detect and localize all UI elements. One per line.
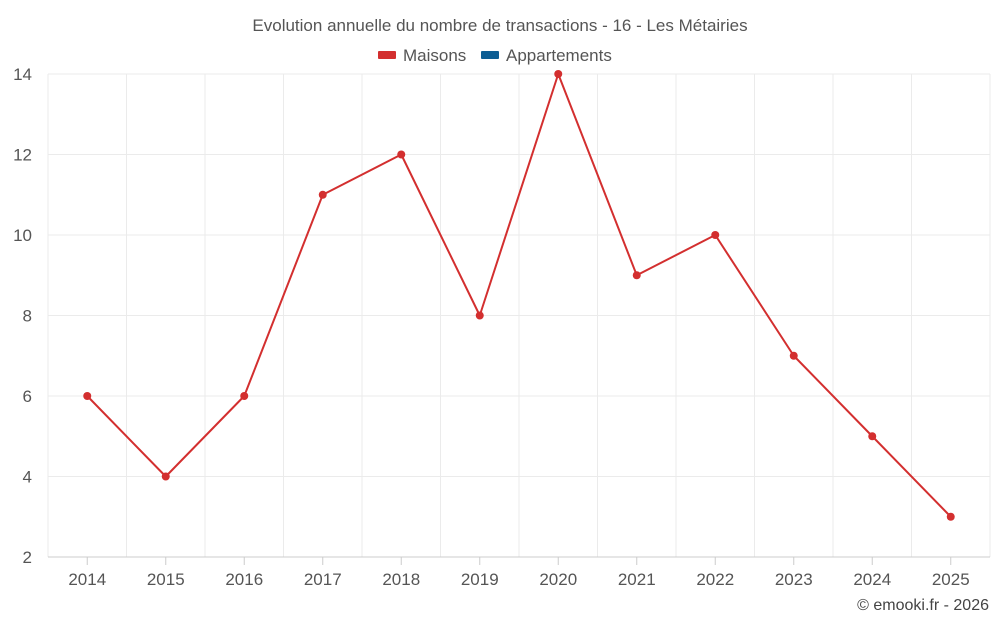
- x-tick-label: 2017: [304, 570, 342, 589]
- data-point[interactable]: [240, 392, 249, 400]
- y-tick-label: 6: [23, 387, 32, 406]
- y-tick-label: 10: [13, 226, 32, 245]
- series-maisons: [83, 70, 955, 521]
- grid: [47, 73, 991, 557]
- data-point[interactable]: [946, 512, 955, 521]
- data-point[interactable]: [475, 311, 484, 320]
- x-tick-label: 2016: [225, 570, 263, 589]
- credit-text: © emooki.fr - 2026: [857, 597, 989, 614]
- x-tick-label: 2015: [147, 570, 185, 589]
- legend-item-appartements[interactable]: Appartements: [481, 46, 612, 65]
- chart-title: Evolution annuelle du nombre de transact…: [252, 16, 747, 35]
- data-point[interactable]: [397, 150, 406, 159]
- x-axis-ticks: 2014 2015 2016 2017 2018 2019 2020 2021 2022 2023…: [68, 557, 970, 589]
- data-point[interactable]: [711, 231, 720, 239]
- y-tick-label: 2: [23, 548, 32, 567]
- x-tick-label: 2019: [461, 570, 499, 589]
- x-tick-label: 2024: [853, 570, 891, 589]
- x-tick-label: 2023: [775, 570, 813, 589]
- x-tick-label: 2014: [68, 570, 106, 589]
- y-tick-label: 12: [13, 146, 32, 165]
- legend-label-maisons: Maisons: [403, 46, 466, 65]
- data-point[interactable]: [632, 271, 641, 280]
- legend-swatch-appartements: [481, 51, 499, 59]
- data-point[interactable]: [318, 190, 327, 199]
- y-axis-ticks: 2 4 6 8 10 12 14: [13, 65, 32, 567]
- x-tick-label: 2020: [539, 570, 577, 589]
- data-point[interactable]: [868, 432, 877, 441]
- data-point[interactable]: [789, 351, 798, 360]
- series-line-maisons: [86, 73, 952, 518]
- legend-label-appartements: Appartements: [506, 46, 612, 65]
- x-tick-label: 2025: [932, 570, 970, 589]
- y-tick-label: 4: [23, 468, 32, 487]
- x-tick-label: 2018: [382, 570, 420, 589]
- data-point[interactable]: [554, 70, 563, 78]
- legend-item-maisons[interactable]: Maisons: [378, 46, 466, 65]
- legend: Maisons Appartements: [378, 46, 612, 65]
- legend-swatch-maisons: [378, 51, 396, 59]
- data-point[interactable]: [161, 472, 170, 481]
- x-tick-label: 2021: [618, 570, 656, 589]
- y-tick-label: 14: [13, 65, 32, 84]
- x-tick-label: 2022: [696, 570, 734, 589]
- y-tick-label: 8: [23, 307, 32, 326]
- data-point[interactable]: [83, 392, 92, 400]
